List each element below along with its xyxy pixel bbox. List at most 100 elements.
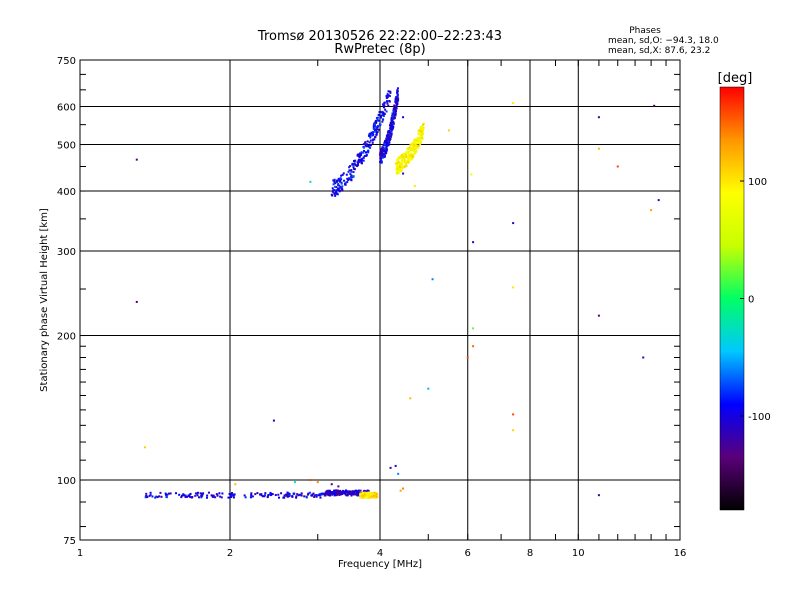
data-point <box>343 492 346 495</box>
data-point <box>397 172 400 175</box>
plot-frame <box>79 59 681 541</box>
data-point <box>355 489 358 492</box>
data-point <box>295 495 298 498</box>
data-point <box>341 188 344 191</box>
data-point <box>363 496 366 499</box>
data-point <box>403 166 406 169</box>
data-point <box>419 127 422 130</box>
data-point <box>219 495 222 498</box>
data-point <box>402 172 405 175</box>
data-point <box>180 496 183 499</box>
data-point <box>371 132 374 135</box>
data-point <box>166 493 169 496</box>
x-tick-label: 8 <box>527 548 533 559</box>
data-point <box>409 143 412 146</box>
data-point <box>365 151 368 154</box>
data-point <box>410 154 413 157</box>
data-point <box>368 144 371 147</box>
data-point <box>332 492 335 495</box>
data-point <box>372 130 375 133</box>
data-point <box>288 493 291 496</box>
data-point <box>250 495 253 498</box>
data-point <box>397 156 400 159</box>
data-point <box>210 494 213 497</box>
data-point <box>616 165 619 168</box>
data-point <box>597 494 600 497</box>
data-point <box>384 152 387 155</box>
data-point <box>385 142 388 145</box>
data-point <box>360 152 363 155</box>
data-point <box>512 429 515 432</box>
data-point <box>221 492 224 495</box>
data-point <box>344 183 347 186</box>
data-point <box>196 491 199 494</box>
data-point <box>356 165 359 168</box>
data-point <box>331 187 334 190</box>
data-point <box>186 495 189 498</box>
data-point <box>373 136 376 139</box>
data-point <box>362 151 365 154</box>
data-point <box>366 140 369 143</box>
data-point <box>363 142 366 145</box>
data-point <box>214 496 217 499</box>
data-point <box>341 491 344 494</box>
data-point <box>367 134 370 137</box>
data-point <box>400 161 403 164</box>
data-point <box>396 89 399 92</box>
data-point <box>414 149 417 152</box>
data-point <box>300 494 303 497</box>
data-point <box>260 493 263 496</box>
data-point <box>350 174 353 177</box>
data-point <box>373 122 376 125</box>
data-point <box>419 131 422 134</box>
data-point <box>359 159 362 162</box>
data-point <box>470 173 473 176</box>
data-point <box>230 496 233 499</box>
data-point <box>148 494 151 497</box>
data-point <box>375 128 378 131</box>
data-point <box>231 493 234 496</box>
data-point <box>351 492 354 495</box>
data-point <box>350 178 353 181</box>
x-tick-label: 4 <box>377 548 383 559</box>
data-point <box>357 154 360 157</box>
data-point <box>309 180 312 183</box>
data-point <box>402 487 405 490</box>
data-point <box>416 142 419 145</box>
data-point <box>380 114 383 117</box>
data-point <box>350 169 353 172</box>
data-point <box>413 150 416 153</box>
x-tick-label: 16 <box>674 548 687 559</box>
data-point <box>375 119 378 122</box>
data-point <box>165 495 168 498</box>
data-point <box>205 496 208 499</box>
y-tick-label: 100 <box>57 476 76 487</box>
data-point <box>359 496 362 499</box>
data-point <box>337 178 340 181</box>
data-point <box>380 160 383 163</box>
data-point <box>189 492 192 495</box>
data-point <box>158 495 161 498</box>
data-point <box>398 165 401 168</box>
data-point <box>160 495 163 498</box>
data-point <box>358 158 361 161</box>
data-point <box>338 490 341 493</box>
data-point <box>398 157 401 160</box>
data-point <box>391 112 394 115</box>
data-point <box>178 493 181 496</box>
data-point <box>184 495 187 498</box>
data-point <box>396 102 399 105</box>
data-point <box>387 135 390 138</box>
data-point <box>393 117 396 120</box>
data-point <box>258 493 261 496</box>
data-point <box>244 496 247 499</box>
data-point <box>266 495 269 498</box>
data-point <box>406 156 409 159</box>
data-point <box>349 172 352 175</box>
data-point <box>155 495 158 498</box>
data-point <box>229 492 232 495</box>
data-point <box>343 490 346 493</box>
data-point <box>339 189 342 192</box>
data-point <box>366 489 369 492</box>
